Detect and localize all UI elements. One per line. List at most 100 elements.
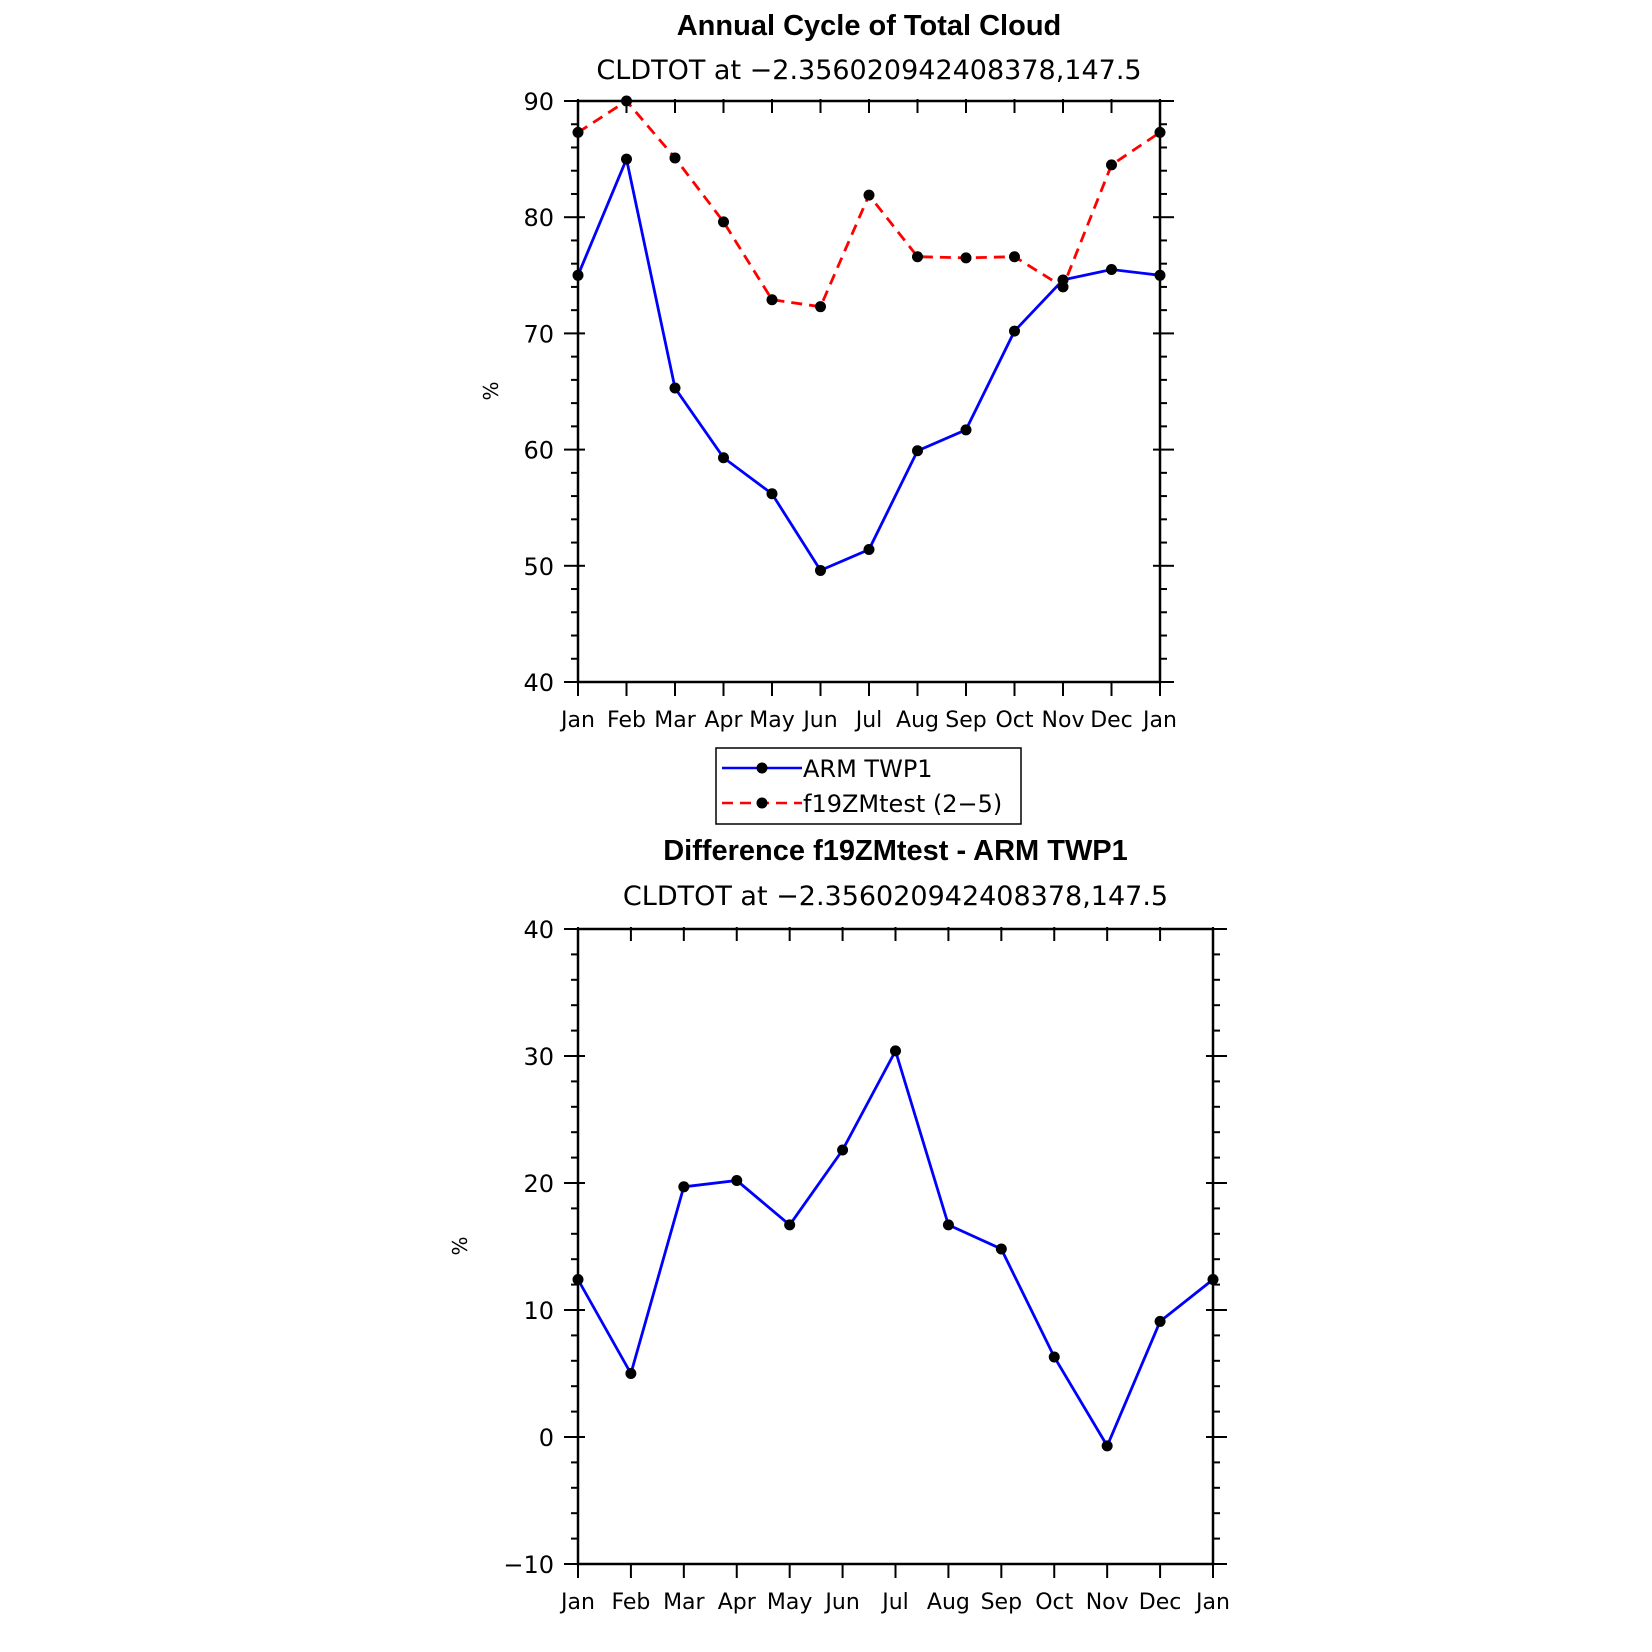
chart-panel-2: Difference f19ZMtest - ARM TWP1 CLDTOT at… xyxy=(448,835,1230,1615)
data-point xyxy=(1154,269,1166,281)
data-point xyxy=(572,269,584,281)
data-point xyxy=(621,95,632,107)
y-tick-label: −10 xyxy=(503,1551,554,1579)
plot-frame xyxy=(576,99,1162,684)
series-2 xyxy=(572,95,1166,313)
plot-frame xyxy=(576,927,1215,1566)
data-point xyxy=(572,126,584,138)
legend-label: ARM TWP1 xyxy=(803,755,933,783)
data-point xyxy=(784,1219,796,1231)
y-tick-label: 10 xyxy=(523,1297,554,1325)
y-tick-label: 30 xyxy=(523,1043,554,1071)
x-tick-label: Jul xyxy=(854,708,883,733)
y-tick-label: 40 xyxy=(523,669,554,697)
data-point xyxy=(815,564,826,576)
chart-subtitle: CLDTOT at −2.356020942408378,147.5 xyxy=(623,881,1168,912)
data-point xyxy=(731,1174,743,1186)
data-point xyxy=(1106,263,1117,275)
x-tick-label: Jan xyxy=(559,708,595,733)
data-point xyxy=(912,445,923,457)
data-point xyxy=(837,1144,849,1156)
x-tick-label: Apr xyxy=(704,708,743,733)
x-tick-label: Feb xyxy=(607,708,646,733)
chart-title: Annual Cycle of Total Cloud xyxy=(677,10,1062,42)
data-point xyxy=(621,153,632,165)
x-tick-label: Feb xyxy=(611,1590,650,1615)
x-tick-label: Jan xyxy=(1194,1590,1230,1615)
data-point xyxy=(912,251,923,263)
y-axis-label: % xyxy=(479,381,503,400)
x-tick-label: Sep xyxy=(945,708,986,733)
x-tick-label: Oct xyxy=(995,708,1033,733)
data-point xyxy=(995,1243,1007,1255)
x-tick-label: Mar xyxy=(663,1590,705,1615)
series-line xyxy=(577,99,1161,309)
series-1 xyxy=(572,153,1166,576)
legend-label: f19ZMtest (2−5) xyxy=(803,790,1002,818)
data-point xyxy=(766,294,778,306)
y-tick-label: 90 xyxy=(523,88,554,116)
x-tick-label: Mar xyxy=(654,708,696,733)
x-tick-label: Jan xyxy=(1141,708,1177,733)
data-point xyxy=(678,1181,690,1193)
data-point xyxy=(960,252,972,264)
x-tick-label: Jun xyxy=(801,708,837,733)
data-point xyxy=(1154,126,1166,138)
chart-title: Difference f19ZMtest - ARM TWP1 xyxy=(663,835,1128,867)
data-point xyxy=(1009,251,1020,263)
legend-swatch-marker xyxy=(756,797,768,809)
x-axis-ticks: Jan Feb Mar Apr May Jun Jul Aug Sep Oct Nov Dec Jan xyxy=(559,99,1177,733)
x-tick-label: Aug xyxy=(927,1590,970,1615)
data-point xyxy=(766,488,778,500)
x-tick-label: Jan xyxy=(559,1590,595,1615)
data-point xyxy=(1048,1351,1060,1363)
legend: ARM TWP1 f19ZMtest (2−5) xyxy=(715,747,1022,825)
y-tick-label: 40 xyxy=(523,916,554,944)
data-point xyxy=(960,424,972,436)
x-tick-label: May xyxy=(749,708,794,733)
data-point xyxy=(1106,159,1117,171)
data-point xyxy=(718,216,729,228)
data-point xyxy=(890,1045,901,1057)
chart-subtitle: CLDTOT at −2.356020942408378,147.5 xyxy=(596,55,1141,86)
data-point xyxy=(718,452,729,464)
series-line xyxy=(576,1047,1214,1449)
x-tick-label: Oct xyxy=(1035,1590,1073,1615)
data-point xyxy=(669,382,681,394)
x-axis-ticks: Jan Feb Mar Apr May Jun Jul Aug Sep Oct Nov Dec Jan xyxy=(559,927,1230,1615)
chart-panel-1: Annual Cycle of Total Cloud CLDTOT at −2.… xyxy=(479,10,1177,825)
data-point xyxy=(1154,1315,1166,1327)
x-tick-label: May xyxy=(767,1590,812,1615)
x-tick-label: Dec xyxy=(1139,1590,1182,1615)
data-point xyxy=(1009,325,1020,337)
x-tick-label: Aug xyxy=(896,708,939,733)
data-point xyxy=(669,152,681,164)
data-point xyxy=(942,1219,954,1231)
y-tick-label: 50 xyxy=(523,553,554,581)
x-tick-label: Jun xyxy=(823,1590,859,1615)
x-tick-label: Jul xyxy=(880,1590,909,1615)
x-tick-label: Nov xyxy=(1086,1590,1129,1615)
data-point xyxy=(1207,1274,1219,1286)
data-point xyxy=(572,1274,584,1286)
x-tick-label: Nov xyxy=(1042,708,1085,733)
x-tick-label: Sep xyxy=(981,1590,1022,1615)
y-tick-label: 20 xyxy=(523,1170,554,1198)
series-line xyxy=(576,154,1161,573)
legend-box xyxy=(715,747,1022,825)
legend-swatch-marker xyxy=(756,762,768,774)
data-point xyxy=(1101,1440,1113,1452)
data-point xyxy=(863,544,875,556)
y-tick-label: 60 xyxy=(523,437,554,465)
y-axis-label: % xyxy=(448,1236,472,1255)
y-axis-ticks: −10 0 10 20 30 40 xyxy=(503,916,1227,1579)
x-tick-label: Apr xyxy=(718,1590,757,1615)
y-tick-label: 80 xyxy=(523,204,554,232)
y-axis-ticks: 40 50 60 70 80 90 xyxy=(523,88,1174,697)
data-point xyxy=(1057,281,1069,293)
data-point xyxy=(625,1368,637,1379)
data-point xyxy=(815,301,826,313)
series-1 xyxy=(572,1045,1219,1452)
data-point xyxy=(863,189,875,201)
